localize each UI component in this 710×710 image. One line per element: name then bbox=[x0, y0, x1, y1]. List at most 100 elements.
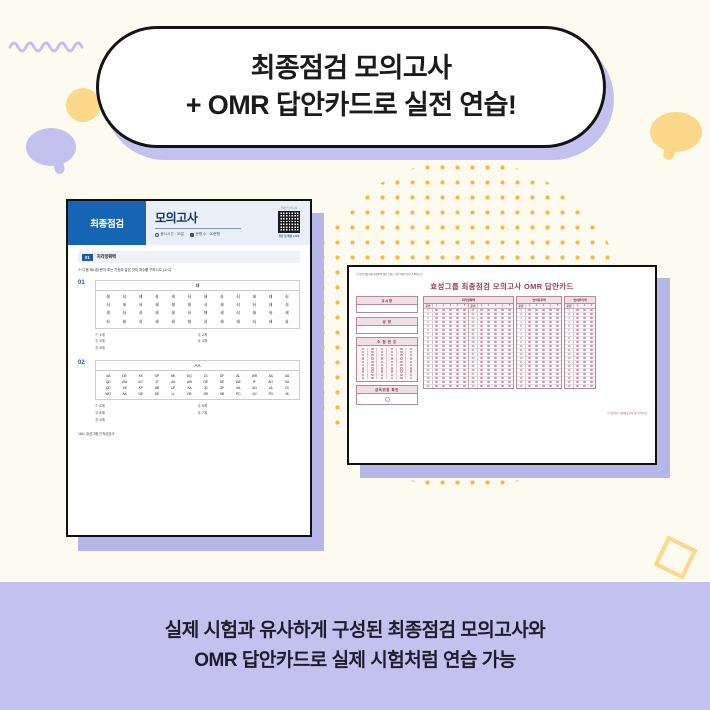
bubble[interactable] bbox=[371, 367, 374, 370]
bubble[interactable] bbox=[449, 328, 452, 332]
omr-answer-row[interactable]: 40 bbox=[469, 384, 513, 388]
choice-option[interactable]: ② 5개 bbox=[197, 404, 208, 409]
bubble[interactable] bbox=[435, 328, 438, 332]
answer-bubble-cell[interactable] bbox=[485, 308, 492, 312]
answer-bubble-cell[interactable] bbox=[478, 368, 485, 372]
answer-bubble-cell[interactable] bbox=[478, 380, 485, 384]
bubble[interactable] bbox=[508, 356, 511, 360]
answer-bubble-cell[interactable] bbox=[492, 356, 499, 360]
bubble[interactable] bbox=[590, 368, 593, 372]
bubble[interactable] bbox=[400, 367, 403, 370]
answer-bubble-cell[interactable] bbox=[499, 356, 506, 360]
bubble[interactable] bbox=[556, 368, 559, 372]
bubble[interactable] bbox=[449, 308, 452, 312]
bubble[interactable] bbox=[480, 364, 483, 368]
bubble[interactable] bbox=[410, 367, 413, 370]
answer-bubble-cell[interactable] bbox=[492, 344, 499, 348]
answer-bubble-cell[interactable] bbox=[533, 380, 540, 384]
answer-bubble-cell[interactable] bbox=[533, 312, 540, 316]
bubble[interactable] bbox=[576, 332, 579, 336]
bubble[interactable] bbox=[449, 376, 452, 380]
answer-bubble-cell[interactable] bbox=[533, 384, 540, 388]
bubble[interactable] bbox=[442, 332, 445, 336]
bubble[interactable] bbox=[410, 363, 413, 367]
choice-option[interactable]: ③ 8개 bbox=[95, 410, 105, 415]
bubble[interactable] bbox=[480, 384, 483, 388]
bubble[interactable] bbox=[463, 332, 466, 336]
bubble[interactable] bbox=[480, 360, 483, 364]
answer-bubble-cell[interactable] bbox=[485, 344, 492, 348]
exam-number-digit-column[interactable] bbox=[378, 347, 388, 380]
bubble[interactable] bbox=[535, 336, 538, 340]
answer-bubble-cell[interactable] bbox=[506, 316, 513, 320]
bubble[interactable] bbox=[410, 354, 413, 357]
answer-bubble-cell[interactable] bbox=[447, 328, 454, 332]
answer-bubble-cell[interactable] bbox=[454, 316, 461, 320]
answer-bubble-cell[interactable] bbox=[506, 372, 513, 376]
bubble[interactable] bbox=[410, 357, 413, 360]
bubble[interactable] bbox=[508, 384, 511, 388]
exam-paper-preview[interactable]: 최종점검 모의고사 응시시간 : 30분 문항 수 : 50문항 온라인 모의고… bbox=[66, 199, 312, 537]
bubble[interactable] bbox=[556, 320, 559, 324]
bubble[interactable] bbox=[583, 372, 586, 376]
answer-bubble-cell[interactable] bbox=[433, 348, 440, 352]
bubble[interactable] bbox=[556, 308, 559, 312]
answer-bubble-cell[interactable] bbox=[499, 316, 506, 320]
answer-bubble-cell[interactable] bbox=[478, 356, 485, 360]
answer-bubble-cell[interactable] bbox=[574, 384, 581, 388]
bubble[interactable] bbox=[501, 372, 504, 376]
answer-bubble-cell[interactable] bbox=[454, 364, 461, 368]
answer-bubble-cell[interactable] bbox=[588, 348, 595, 352]
bubble[interactable] bbox=[535, 380, 538, 384]
bubble[interactable] bbox=[576, 320, 579, 324]
answer-bubble-cell[interactable] bbox=[440, 336, 447, 340]
bubble[interactable] bbox=[549, 340, 552, 344]
omr-exam-number-bubbles[interactable] bbox=[357, 346, 417, 381]
bubble[interactable] bbox=[487, 352, 490, 356]
bubble[interactable] bbox=[456, 376, 459, 380]
bubble[interactable] bbox=[549, 308, 552, 312]
answer-bubble-cell[interactable] bbox=[485, 348, 492, 352]
bubble[interactable] bbox=[501, 308, 504, 312]
bubble[interactable] bbox=[442, 316, 445, 320]
bubble[interactable] bbox=[480, 320, 483, 324]
answer-bubble-cell[interactable] bbox=[533, 352, 540, 356]
answer-bubble-cell[interactable] bbox=[485, 384, 492, 388]
answer-bubble-cell[interactable] bbox=[574, 348, 581, 352]
bubble[interactable] bbox=[480, 368, 483, 372]
answer-bubble-cell[interactable] bbox=[526, 360, 533, 364]
bubble[interactable] bbox=[494, 352, 497, 356]
bubble[interactable] bbox=[494, 360, 497, 364]
bubble[interactable] bbox=[449, 356, 452, 360]
answer-bubble-cell[interactable] bbox=[478, 348, 485, 352]
bubble[interactable] bbox=[590, 344, 593, 348]
answer-bubble-cell[interactable] bbox=[547, 312, 554, 316]
bubble[interactable] bbox=[583, 324, 586, 328]
bubble[interactable] bbox=[463, 324, 466, 328]
answer-bubble-cell[interactable] bbox=[588, 372, 595, 376]
bubble[interactable] bbox=[435, 368, 438, 372]
answer-bubble-cell[interactable] bbox=[540, 356, 547, 360]
bubble[interactable] bbox=[400, 373, 403, 377]
answer-bubble-cell[interactable] bbox=[540, 328, 547, 332]
bubble[interactable] bbox=[508, 368, 511, 372]
answer-bubble-cell[interactable] bbox=[440, 348, 447, 352]
bubble[interactable] bbox=[542, 352, 545, 356]
bubble[interactable] bbox=[556, 360, 559, 364]
bubble[interactable] bbox=[487, 312, 490, 316]
bubble[interactable] bbox=[463, 328, 466, 332]
answer-bubble-cell[interactable] bbox=[581, 340, 588, 344]
bubble[interactable] bbox=[390, 360, 394, 364]
answer-bubble-cell[interactable] bbox=[533, 340, 540, 344]
bubble[interactable] bbox=[390, 363, 394, 367]
bubble[interactable] bbox=[463, 308, 466, 312]
bubble[interactable] bbox=[590, 360, 593, 364]
bubble[interactable] bbox=[494, 356, 497, 360]
answer-bubble-cell[interactable] bbox=[492, 336, 499, 340]
bubble[interactable] bbox=[380, 373, 384, 377]
bubble[interactable] bbox=[535, 340, 538, 344]
bubble[interactable] bbox=[480, 348, 483, 352]
answer-bubble-cell[interactable] bbox=[433, 308, 440, 312]
answer-bubble-cell[interactable] bbox=[526, 320, 533, 324]
bubble[interactable] bbox=[494, 368, 497, 372]
